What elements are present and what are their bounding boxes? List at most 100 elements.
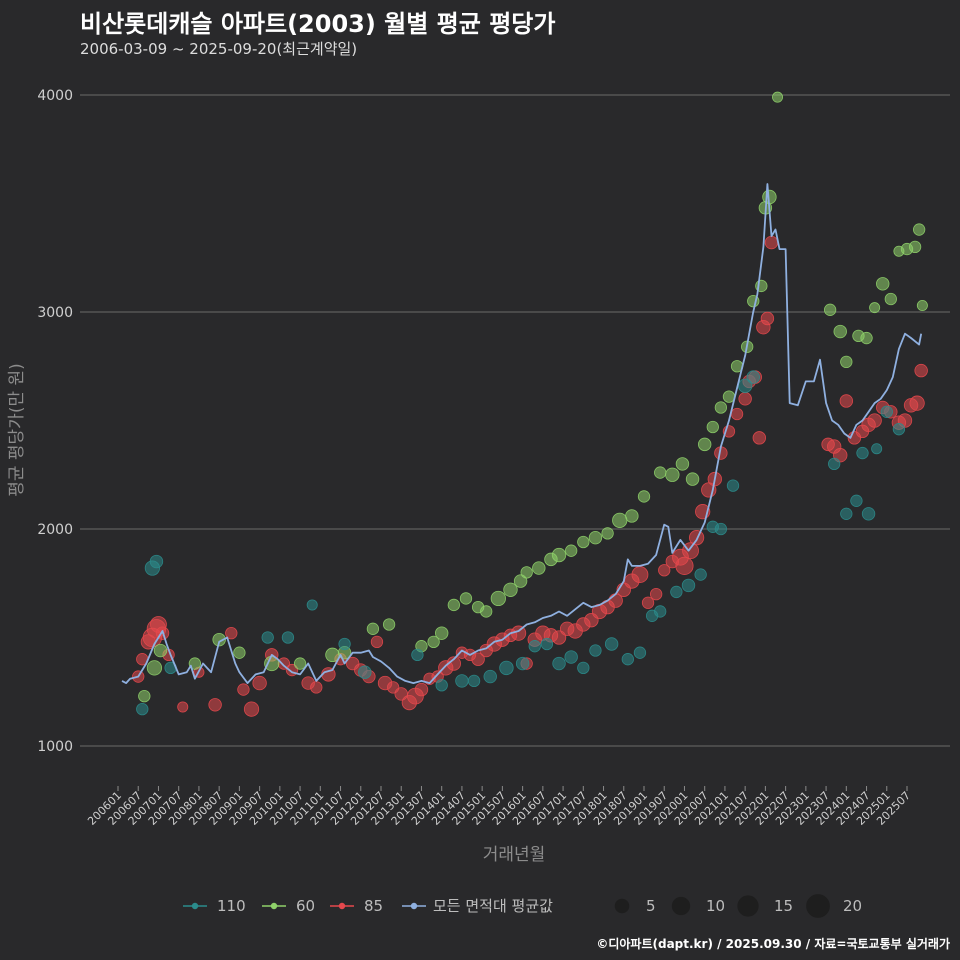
data-point-60: [551, 547, 567, 563]
data-point-60: [840, 355, 853, 369]
data-point-110: [483, 669, 497, 684]
data-point-110: [577, 661, 590, 675]
legend-key-dot: [410, 902, 418, 910]
legend-size-label: 15: [774, 897, 793, 915]
data-point-110: [654, 605, 667, 618]
data-point-60: [447, 598, 460, 612]
legend-size-label: 5: [646, 897, 656, 915]
data-point-60: [480, 605, 493, 618]
data-point-85: [914, 363, 928, 378]
data-point-85: [631, 566, 649, 583]
data-point-110: [467, 674, 481, 688]
data-point-60: [912, 223, 926, 236]
data-point-60: [706, 420, 719, 434]
data-point-110: [850, 494, 863, 507]
data-point-110: [589, 644, 602, 657]
data-point-60: [233, 646, 246, 659]
data-point-60: [490, 590, 506, 607]
source-caption: ©디아파트(dapt.kr) / 2025.09.30 / 자료=국토교통부 실…: [596, 937, 950, 951]
data-point-85: [738, 392, 752, 406]
data-point-60: [588, 530, 603, 545]
data-point-60: [503, 582, 518, 597]
average-line-path: [121, 183, 923, 684]
legend-size-label: 20: [843, 897, 862, 915]
data-point-60: [382, 618, 396, 631]
data-point-85: [252, 675, 267, 691]
data-point-60: [876, 277, 890, 291]
data-point-85: [764, 235, 779, 250]
data-point-60: [565, 544, 578, 557]
data-point-60: [153, 643, 168, 658]
data-point-60: [427, 635, 440, 648]
data-point-110: [840, 507, 853, 520]
legend: 110 60 85 모든 면적대 평균값 5 10 15 20: [183, 894, 862, 918]
data-point-110: [726, 479, 740, 492]
data-point-60: [366, 622, 380, 635]
data-point-60: [459, 592, 473, 605]
chart-title: 비산롯데캐슬 아파트(2003) 월별 평균 평당가: [80, 10, 556, 38]
data-point-110: [149, 554, 164, 569]
legend-size-circle: [737, 895, 759, 917]
data-point-110: [871, 443, 883, 455]
data-point-110: [714, 522, 728, 536]
data-point-110: [892, 423, 906, 436]
data-point-85: [414, 682, 429, 697]
data-point-60: [772, 91, 784, 103]
data-point-85: [752, 431, 767, 445]
y-tick-label: 1000: [37, 739, 73, 755]
data-point-85: [649, 587, 663, 601]
data-point-110: [552, 656, 566, 671]
data-point-60: [612, 512, 628, 528]
data-point-85: [471, 652, 485, 666]
data-point-110: [281, 631, 295, 644]
data-point-110: [670, 585, 683, 599]
data-point-85: [730, 407, 744, 421]
data-point-85: [688, 530, 705, 546]
data-point-110: [261, 631, 274, 644]
data-point-110: [306, 599, 318, 611]
data-point-85: [839, 394, 854, 408]
data-point-85: [909, 395, 925, 411]
x-axis-title: 거래년월: [483, 845, 546, 865]
data-point-60: [146, 660, 163, 676]
data-point-85: [310, 681, 323, 694]
data-point-85: [760, 311, 775, 326]
data-point-110: [411, 648, 424, 662]
y-gridlines: [80, 94, 950, 747]
data-point-60: [601, 527, 614, 540]
data-point-60: [577, 535, 590, 549]
data-point-110: [540, 637, 554, 651]
data-point-60: [916, 299, 928, 311]
data-point-85: [658, 564, 671, 577]
data-point-60: [637, 490, 651, 503]
legend-key-dot: [191, 902, 199, 910]
legend-label: 85: [364, 897, 383, 915]
data-point-60: [520, 566, 533, 579]
data-point-85: [370, 635, 384, 648]
legend-label: 모든 면적대 평균값: [433, 897, 553, 915]
data-point-60: [685, 472, 700, 486]
data-point-110: [564, 650, 578, 664]
y-tick-label: 3000: [37, 305, 73, 321]
data-point-60: [212, 632, 226, 647]
data-point-110: [499, 660, 514, 676]
data-point-110: [746, 370, 760, 384]
data-point-60: [714, 401, 728, 414]
data-point-110: [694, 568, 707, 581]
data-point-60: [869, 302, 881, 314]
data-point-60: [532, 561, 546, 575]
x-tick-labels: 2006012006072007012007072008012008072009…: [85, 786, 913, 828]
data-point-110: [828, 457, 841, 471]
data-point-110: [358, 665, 372, 679]
data-point-60: [908, 240, 922, 254]
data-point-85: [237, 683, 250, 696]
data-point-110: [455, 674, 469, 688]
data-point-60: [884, 292, 897, 306]
data-point-60: [665, 467, 680, 482]
data-point-60: [675, 457, 690, 471]
data-point-60: [513, 574, 528, 588]
legend-key-dot: [270, 902, 278, 910]
data-point-85: [225, 627, 238, 640]
chart-subtitle: 2006-03-09 ~ 2025-09-20(최근계약일): [80, 40, 358, 58]
